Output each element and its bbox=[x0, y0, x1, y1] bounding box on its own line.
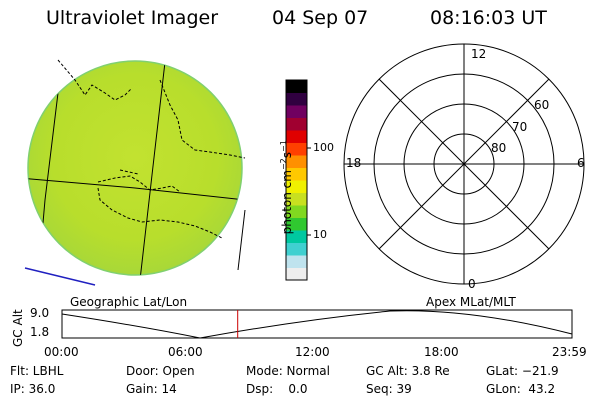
colorbar-segment bbox=[286, 230, 307, 243]
status-ip: IP: 36.0 bbox=[10, 382, 56, 396]
date-label: 04 Sep 07 bbox=[272, 7, 369, 29]
mlt-18-label: 18 bbox=[346, 156, 362, 170]
status-mode: Mode: Normal bbox=[246, 364, 330, 378]
time-label: 08:16:03 UT bbox=[430, 7, 547, 29]
status-seq: Seq: 39 bbox=[366, 382, 412, 396]
status-door: Door: Open bbox=[126, 364, 195, 378]
status-filter: Flt: LBHL bbox=[10, 364, 64, 378]
colorbar-segment bbox=[286, 92, 307, 106]
colorbar-segment bbox=[286, 180, 307, 193]
colorbar-tick-100: 100 bbox=[313, 141, 334, 154]
colorbar-segment bbox=[286, 255, 307, 268]
time-tick-3: 18:00 bbox=[424, 345, 459, 359]
geographic-label: Geographic Lat/Lon bbox=[70, 295, 188, 309]
lat-70-label: 70 bbox=[512, 120, 528, 134]
instrument-title: Ultraviolet Imager bbox=[46, 7, 219, 29]
colorbar-segment bbox=[286, 205, 307, 218]
timeline-ylabel: GC Alt bbox=[11, 309, 25, 347]
colorbar-segment bbox=[286, 192, 307, 206]
mlt-6-label: 6 bbox=[577, 156, 585, 170]
time-tick-4: 23:59 bbox=[552, 345, 587, 359]
colorbar-segment bbox=[286, 80, 307, 93]
colorbar-segment bbox=[286, 142, 307, 156]
colorbar-segment bbox=[286, 130, 307, 143]
colorbar-segment bbox=[286, 117, 307, 131]
timeline-y-low: 1.8 bbox=[30, 325, 50, 339]
apex-label: Apex MLat/MLT bbox=[426, 295, 516, 309]
mlt-12-label: 12 bbox=[471, 47, 487, 61]
status-glat: GLat: −21.9 bbox=[486, 364, 559, 378]
colorbar-segment bbox=[286, 267, 307, 281]
earth-disk bbox=[27, 60, 243, 276]
time-tick-0: 00:00 bbox=[44, 345, 79, 359]
lat-80-label: 80 bbox=[491, 141, 507, 155]
colorbar-segment bbox=[286, 217, 307, 231]
colorbar-segment bbox=[286, 105, 307, 118]
colorbar-segment bbox=[286, 242, 307, 256]
colorbar-segment bbox=[286, 167, 307, 181]
timeline-y-high: 9.0 bbox=[30, 306, 50, 320]
colorbar-tick-10: 10 bbox=[313, 228, 327, 241]
status-gc-alt: GC Alt: 3.8 Re bbox=[366, 364, 450, 378]
lat-60-label: 60 bbox=[534, 98, 550, 112]
time-tick-1: 06:00 bbox=[168, 345, 203, 359]
status-glon: GLon: 43.2 bbox=[486, 382, 556, 396]
altitude-curve bbox=[61, 310, 573, 339]
status-dsp: Dsp: 0.0 bbox=[246, 382, 308, 396]
status-gain: Gain: 14 bbox=[126, 382, 177, 396]
time-tick-2: 12:00 bbox=[295, 345, 330, 359]
mlt-0-label: 0 bbox=[468, 277, 476, 291]
colorbar-segment bbox=[286, 155, 307, 168]
